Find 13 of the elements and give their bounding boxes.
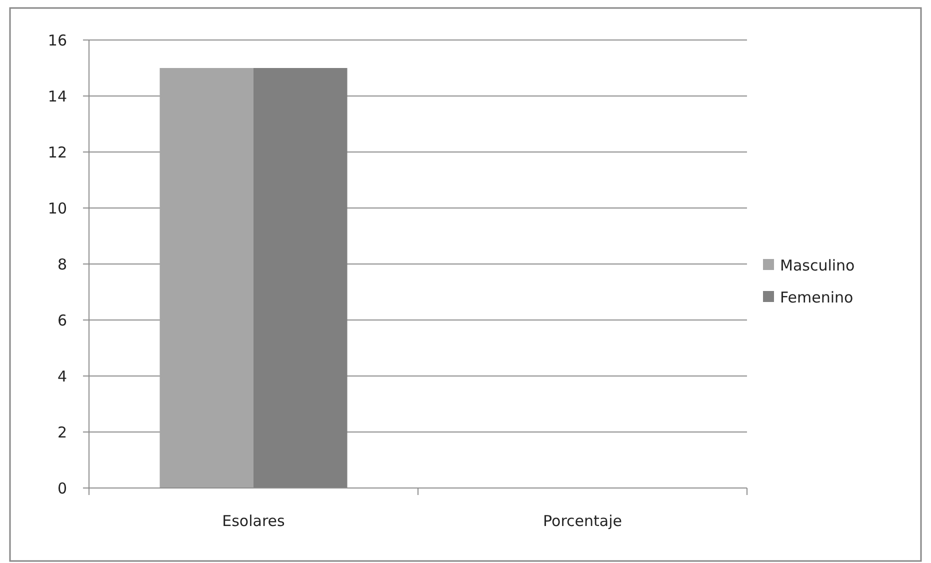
- y-tick-label: 16: [48, 31, 67, 50]
- y-tick-label: 8: [57, 255, 67, 274]
- x-tick-label: Esolares: [222, 512, 286, 530]
- x-tick-label: Porcentaje: [543, 512, 622, 530]
- y-tick-label: 2: [57, 423, 67, 442]
- legend-label: Femenino: [780, 288, 854, 306]
- y-tick-label: 10: [48, 199, 67, 218]
- y-tick-label: 6: [57, 311, 67, 330]
- legend-label: Masculino: [780, 256, 855, 274]
- y-tick-label: 0: [57, 479, 67, 498]
- y-tick-label: 12: [48, 143, 67, 162]
- y-tick-label: 14: [48, 87, 67, 106]
- y-tick-label: 4: [57, 367, 67, 386]
